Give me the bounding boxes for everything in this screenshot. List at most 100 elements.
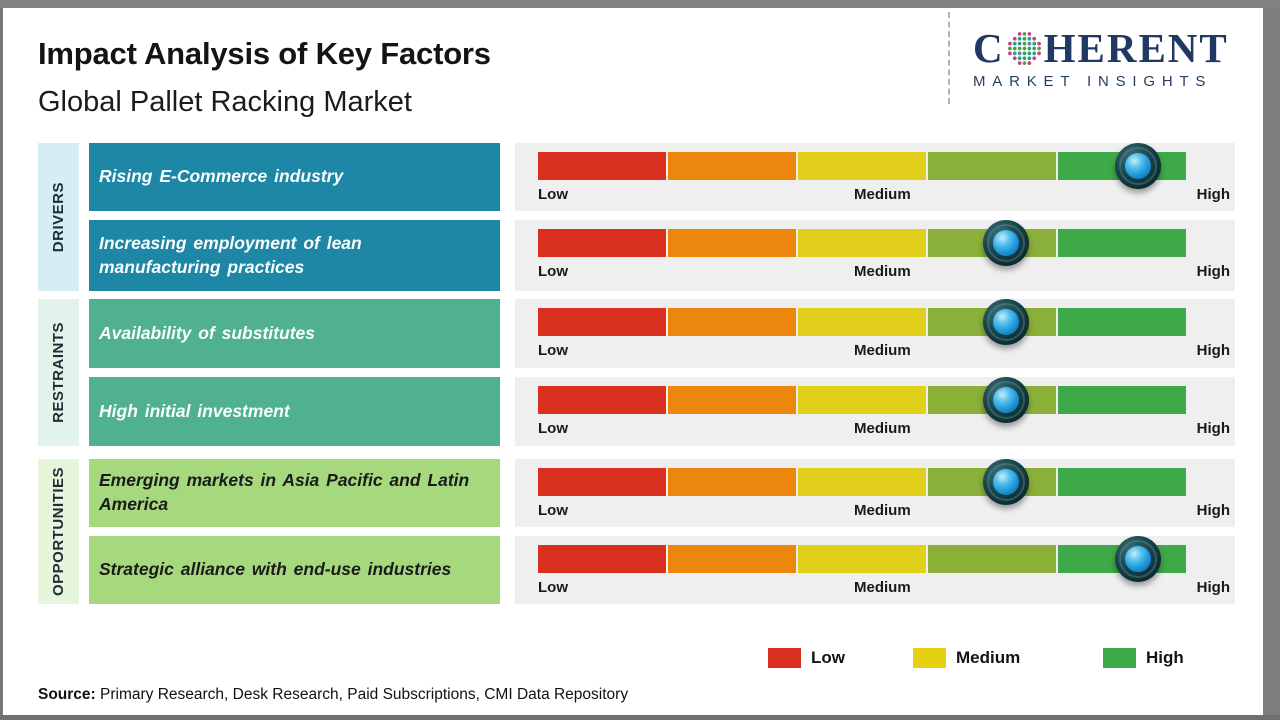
window-frame-right: [1263, 0, 1280, 720]
factor-box-initial-investment: High initial investment: [89, 377, 500, 446]
impact-scale-row-6: Low Medium High: [515, 536, 1235, 604]
impact-gradient-bar: [538, 377, 1186, 423]
scale-tick-labels: Low Medium High: [538, 342, 1230, 359]
bar-segment-1: [538, 545, 666, 573]
category-label-drivers: DRIVERS: [50, 181, 67, 253]
impact-scale-row-2: Low Medium High: [515, 220, 1235, 291]
bar-segment-5: [1058, 308, 1186, 336]
factor-text: Availability of substitutes: [99, 322, 315, 343]
logo-divider: [948, 12, 950, 104]
legend-swatch-high: [1103, 648, 1136, 668]
marker-core: [992, 469, 1019, 495]
tick-medium: Medium: [854, 420, 911, 437]
bar-segment-1: [538, 152, 666, 180]
legend-label-medium: Medium: [956, 648, 1021, 667]
impact-marker-sphere: [982, 377, 1029, 423]
impact-marker-sphere: [982, 459, 1029, 505]
bar-segment-3: [798, 386, 926, 414]
bar-segment-2: [668, 468, 796, 496]
scale-tick-labels: Low Medium High: [538, 263, 1230, 280]
factor-text: Emerging markets in Asia Pacific and Lat…: [99, 470, 470, 514]
logo-letter-c: C: [973, 25, 1005, 71]
bar-segment-5: [1058, 386, 1186, 414]
source-text: Primary Research, Desk Research, Paid Su…: [95, 686, 629, 703]
source-line: Source: Primary Research, Desk Research,…: [38, 686, 628, 704]
bar-segment-2: [668, 152, 796, 180]
tick-medium: Medium: [854, 579, 911, 596]
impact-marker-sphere: [982, 299, 1029, 345]
factor-text: Strategic alliance with end-use industri…: [99, 559, 452, 580]
marker-core: [992, 309, 1019, 335]
marker-core: [992, 230, 1019, 256]
marker-core: [1125, 546, 1152, 572]
tick-high: High: [1196, 579, 1230, 596]
company-logo: C HERENT MARKET INSIGHTS: [973, 28, 1263, 91]
bar-segment-3: [798, 152, 926, 180]
factor-box-ecommerce: Rising E-Commerce industry: [89, 143, 500, 211]
bar-segment-2: [668, 308, 796, 336]
factor-box-lean-manufacturing: Increasing employment of lean manufactur…: [89, 220, 500, 291]
logo-letters-herent: HERENT: [1043, 25, 1229, 71]
tick-low: Low: [538, 342, 568, 359]
tick-low: Low: [538, 502, 568, 519]
impact-gradient-bar: [538, 220, 1186, 266]
legend-item-low: Low: [768, 646, 845, 670]
tick-low: Low: [538, 579, 568, 596]
bar-segment-3: [798, 545, 926, 573]
factor-box-strategic-alliance: Strategic alliance with end-use industri…: [89, 536, 500, 604]
impact-gradient-bar: [538, 459, 1186, 505]
impact-marker-sphere: [1115, 143, 1162, 189]
tick-medium: Medium: [854, 342, 911, 359]
tick-medium: Medium: [854, 502, 911, 519]
category-strip-opportunities: OPPORTUNITIES: [38, 459, 79, 604]
category-strip-drivers: DRIVERS: [38, 143, 79, 291]
bar-segment-4: [928, 152, 1056, 180]
bar-segment-1: [538, 308, 666, 336]
bar-segment-3: [798, 229, 926, 257]
impact-scale-row-1: Low Medium High: [515, 143, 1235, 211]
legend-swatch-medium: [913, 648, 946, 668]
tick-low: Low: [538, 420, 568, 437]
factor-text: High initial investment: [99, 400, 290, 421]
scale-tick-labels: Low Medium High: [538, 186, 1230, 203]
marker-core: [1125, 153, 1152, 179]
bar-segment-3: [798, 468, 926, 496]
impact-gradient-bar: [538, 143, 1186, 189]
bar-segment-5: [1058, 229, 1186, 257]
impact-scale-row-3: Low Medium High: [515, 299, 1235, 368]
legend-swatch-low: [768, 648, 801, 668]
factor-text: Rising E-Commerce industry: [99, 166, 344, 187]
bar-segment-2: [668, 545, 796, 573]
factor-box-emerging-markets: Emerging markets in Asia Pacific and Lat…: [89, 459, 500, 527]
bar-segment-1: [538, 229, 666, 257]
tick-medium: Medium: [854, 263, 911, 280]
factor-box-substitutes: Availability of substitutes: [89, 299, 500, 368]
bar-segment-2: [668, 386, 796, 414]
bar-segment-2: [668, 229, 796, 257]
bar-segment-1: [538, 386, 666, 414]
bar-segment-1: [538, 468, 666, 496]
tick-high: High: [1196, 263, 1230, 280]
factor-text: Increasing employment of lean manufactur…: [99, 232, 362, 277]
tick-high: High: [1196, 342, 1230, 359]
impact-scale-row-5: Low Medium High: [515, 459, 1235, 527]
page-title: Impact Analysis of Key Factors: [38, 36, 491, 71]
category-label-restraints: RESTRAINTS: [50, 322, 67, 423]
category-label-opportunities: OPPORTUNITIES: [50, 466, 67, 596]
window-frame-bottom: [0, 715, 1280, 720]
window-frame-top: [0, 0, 1280, 8]
legend-label-low: Low: [811, 648, 845, 667]
logo-wordmark: C HERENT: [973, 28, 1263, 69]
window-frame-left: [0, 0, 3, 720]
tick-low: Low: [538, 186, 568, 203]
logo-tagline: MARKET INSIGHTS: [973, 73, 1213, 90]
impact-gradient-bar: [538, 536, 1186, 582]
category-strip-restraints: RESTRAINTS: [38, 299, 79, 446]
bar-segment-5: [1058, 468, 1186, 496]
impact-scale-row-4: Low Medium High: [515, 377, 1235, 446]
legend-item-medium: Medium: [913, 646, 1020, 670]
legend-label-high: High: [1146, 648, 1184, 667]
scale-tick-labels: Low Medium High: [538, 579, 1230, 596]
scale-tick-labels: Low Medium High: [538, 420, 1230, 437]
